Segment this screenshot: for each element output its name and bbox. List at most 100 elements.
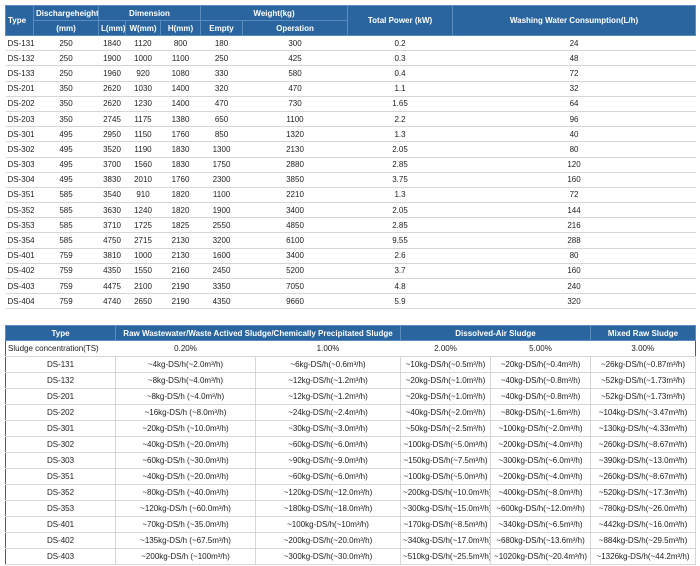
table-body: DS-131 250 1840 1120 800 180 300 0.2 24 DS-132 250… bbox=[5, 35, 696, 310]
table-cell: 32 bbox=[452, 81, 696, 97]
table-row: DS-351 ~40kg-DS/h (~20.0m³/h) ~60kg-DS/h(~… bbox=[5, 468, 697, 485]
table-cell: 585 bbox=[33, 232, 99, 249]
table-cell: ~135kg-DS/h (~67.5m³/h) bbox=[115, 532, 256, 549]
table-cell: 2210 bbox=[242, 187, 348, 204]
table-cell: ~1020kg-DS/h(~20.4m³/h) bbox=[490, 548, 592, 565]
table-cell: 1100 bbox=[200, 187, 243, 204]
table-cell: 1175 bbox=[125, 111, 161, 128]
table-cell: DS-201 bbox=[5, 388, 116, 405]
table-row: DS-304 495 3830 2010 1760 2300 3850 3.75 160 bbox=[5, 172, 696, 188]
table-cell: 0.4 bbox=[347, 65, 453, 82]
table-cell: 1760 bbox=[160, 126, 201, 143]
table-cell: DS-202 bbox=[5, 96, 34, 112]
table-cell: 1000 bbox=[125, 248, 161, 264]
header-cell: Raw Wastewater/Waste Actived Sludge/Chem… bbox=[114, 325, 402, 341]
table-cell: 1750 bbox=[200, 157, 243, 173]
table-cell: ~680kg-DS/h(~13.6m³/h) bbox=[490, 532, 592, 549]
table-cell: 7050 bbox=[242, 278, 348, 295]
header-cell: Operation bbox=[242, 20, 349, 36]
table-cell: ~510kg-DS/h(~25.5m³/h) bbox=[400, 548, 492, 565]
table-cell: 470 bbox=[242, 81, 348, 97]
table-cell: 2.05 bbox=[347, 202, 453, 219]
table-cell: 1600 bbox=[200, 248, 243, 264]
table-cell: DS-404 bbox=[5, 293, 34, 310]
table-cell: 1760 bbox=[160, 172, 201, 188]
table-cell: ~442kg-DS/h(~16.0m³/h) bbox=[590, 516, 697, 533]
table-cell: ~100kg-DS/h(~2.0m³/h) bbox=[490, 420, 592, 437]
table-cell: 5.9 bbox=[347, 293, 453, 310]
table-cell: ~40kg-DS/h (~20.0m³/h) bbox=[115, 468, 256, 485]
table-cell: 9.55 bbox=[347, 232, 453, 249]
table-cell: 1830 bbox=[160, 141, 201, 158]
table-cell: ~12kg-DS/h(~1.2m³/h) bbox=[255, 372, 402, 389]
table-cell: 40 bbox=[452, 126, 696, 143]
table-cell: ~100kg-DS/h(~5.0m³/h) bbox=[400, 436, 492, 453]
table-cell: 495 bbox=[33, 172, 99, 188]
table-cell: 2450 bbox=[200, 263, 243, 280]
table-cell: ~20kg-DS/h(~1.0m³/h) bbox=[400, 388, 492, 405]
table-cell: DS-353 bbox=[5, 500, 116, 517]
header-cell: Type bbox=[5, 5, 34, 36]
table-cell: ~40kg-DS/h (~20.0m³/h) bbox=[115, 436, 256, 453]
table-cell: 250 bbox=[33, 50, 99, 67]
table-cell: DS-402 bbox=[5, 532, 116, 549]
table-cell: 3200 bbox=[200, 232, 243, 249]
table-cell: DS-301 bbox=[5, 420, 116, 437]
table-row: DS-401 ~70kg-DS/h (~35.0m³/h) ~100kg-DS/h(… bbox=[5, 516, 697, 533]
table-cell: DS-403 bbox=[5, 548, 116, 565]
table-cell: 1830 bbox=[160, 157, 201, 173]
table-cell: DS-302 bbox=[5, 141, 34, 158]
table-cell: 4350 bbox=[98, 263, 126, 280]
table-cell: 2.85 bbox=[347, 217, 453, 234]
table-cell: ~90kg-DS/h(~9.0m³/h) bbox=[255, 452, 402, 469]
table-cell: ~24kg-DS/h(~2.4m³/h) bbox=[255, 404, 402, 421]
table-cell: 5200 bbox=[242, 263, 348, 280]
table-cell: 4750 bbox=[98, 232, 126, 249]
table-cell: 96 bbox=[452, 111, 696, 128]
table-row: DS-201 ~8kg-DS/h (~4.0m³/h) ~12kg-DS/h(~1.… bbox=[5, 388, 697, 405]
table-cell: 2650 bbox=[125, 293, 161, 310]
table-cell: ~8kg-DS/h (~4.0m³/h) bbox=[115, 388, 256, 405]
header-cell: Dischargeheight bbox=[33, 5, 99, 21]
table-cell: 1960 bbox=[98, 65, 126, 82]
table-row: Sludge concentration(TS) 0.20% 1.00% 2.00% 5… bbox=[5, 340, 696, 357]
table-cell: DS-203 bbox=[5, 111, 34, 128]
spec-table: Type Dischargeheight Dimension Weight(kg… bbox=[5, 5, 697, 310]
table-row: DS-353 585 3710 1725 1825 2550 4850 2.85 216 bbox=[5, 217, 696, 234]
table-cell: DS-351 bbox=[5, 468, 116, 485]
table-cell: ~300kg-DS/h(~15.0m³/h) bbox=[400, 500, 492, 517]
table-cell: ~104kg-DS/h(~3.47m³/h) bbox=[590, 404, 697, 421]
table-cell: 1.1 bbox=[347, 81, 453, 97]
table-cell: 3540 bbox=[98, 187, 126, 204]
table-cell: DS-301 bbox=[5, 126, 34, 143]
table-row: DS-201 350 2620 1030 1400 320 470 1.1 32 bbox=[5, 81, 696, 97]
table-cell: DS-303 bbox=[5, 157, 34, 173]
table-cell: 4350 bbox=[200, 293, 243, 310]
table-cell: 1550 bbox=[125, 263, 161, 280]
table-cell: ~200kg-DS/h(~4.0m³/h) bbox=[490, 436, 592, 453]
table-cell: 650 bbox=[200, 111, 243, 128]
table-cell: 2.85 bbox=[347, 157, 453, 173]
table-cell: ~20kg-DS/h (~10.0m³/h) bbox=[115, 420, 256, 437]
table-cell: 1230 bbox=[125, 96, 161, 112]
table-cell: ~300kg-DS/h(~6.0m³/h) bbox=[490, 452, 592, 469]
table-cell: ~120kg-DS/h(~12.0m³/h) bbox=[255, 484, 402, 501]
table-cell: 2.6 bbox=[347, 248, 453, 264]
table-cell: ~70kg-DS/h (~35.0m³/h) bbox=[115, 516, 256, 533]
table-cell: ~52kg-DS/h(~1.73m³/h) bbox=[590, 388, 697, 405]
table-cell: DS-131 bbox=[5, 35, 34, 52]
table-cell: 1400 bbox=[160, 81, 201, 97]
table-cell: ~200kg-DS/h(~4.0m³/h) bbox=[490, 468, 592, 485]
table-cell: DS-354 bbox=[5, 232, 34, 249]
table-row: DS-352 ~80kg-DS/h (~40.0m³/h) ~120kg-DS/h(… bbox=[5, 484, 697, 501]
table-cell: 1080 bbox=[160, 65, 201, 82]
table-cell: 2880 bbox=[242, 157, 348, 173]
table-cell: Sludge concentration(TS) bbox=[5, 340, 116, 357]
table-cell: 24 bbox=[452, 35, 696, 52]
table-cell: ~8kg-DS/h(~4.0m³/h) bbox=[115, 372, 256, 389]
table-row: DS-403 759 4475 2100 2190 3350 7050 4.8 240 bbox=[5, 278, 696, 295]
table-row: DS-133 250 1960 920 1080 330 580 0.4 72 bbox=[5, 65, 696, 82]
header-cell: Dissolved-Air Sludge bbox=[400, 325, 592, 341]
table-cell: DS-304 bbox=[5, 172, 34, 188]
table-cell: 320 bbox=[200, 81, 243, 97]
